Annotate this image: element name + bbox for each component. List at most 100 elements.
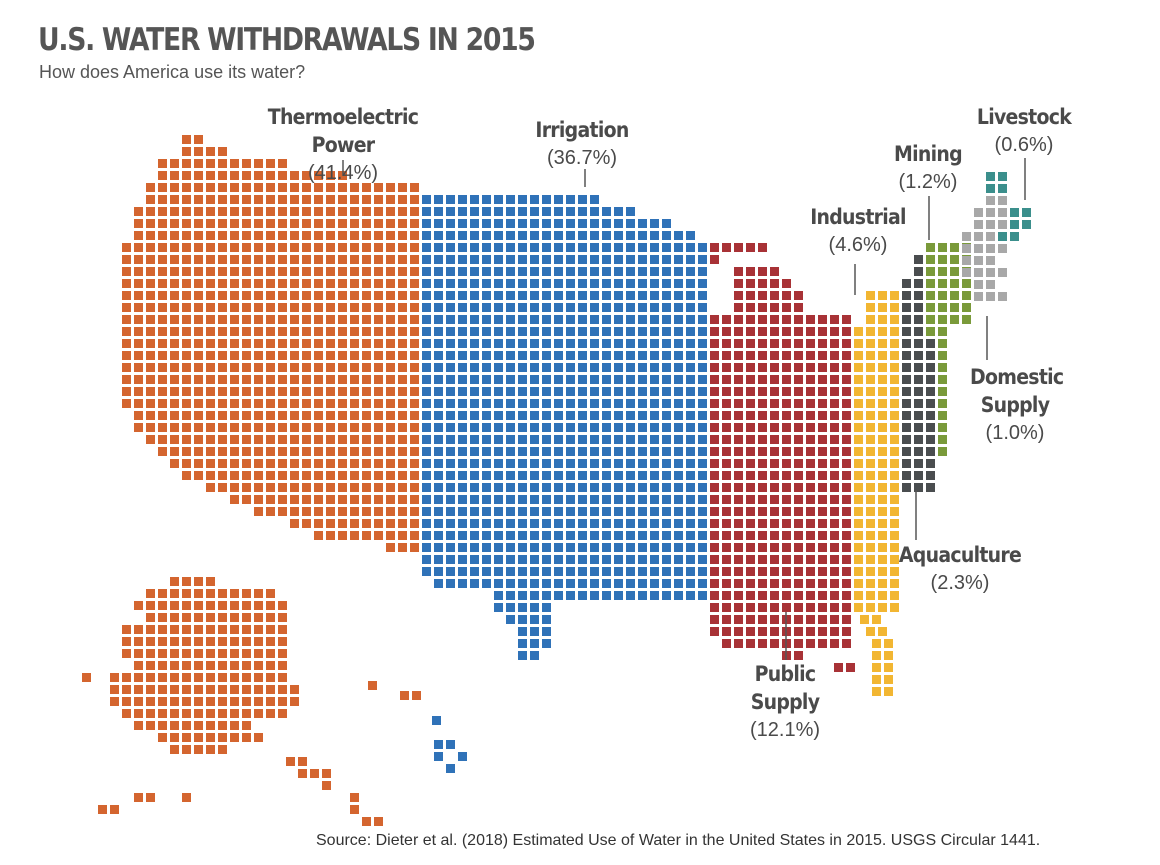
waffle-cell-thermoelectric-power xyxy=(134,255,143,264)
waffle-cell-irrigation xyxy=(662,591,671,600)
waffle-cell-irrigation xyxy=(494,603,503,612)
waffle-cell-thermoelectric-power xyxy=(182,375,191,384)
waffle-cell-thermoelectric-power xyxy=(386,387,395,396)
waffle-cell-public-supply xyxy=(842,459,851,468)
waffle-cell-thermoelectric-power xyxy=(146,363,155,372)
waffle-cell-thermoelectric-power xyxy=(170,375,179,384)
waffle-cell-thermoelectric-power xyxy=(368,681,377,690)
waffle-cell-irrigation xyxy=(662,219,671,228)
waffle-cell-industrial xyxy=(878,459,887,468)
waffle-cell-irrigation xyxy=(698,483,707,492)
waffle-cell-domestic-supply xyxy=(986,256,995,265)
waffle-cell-public-supply xyxy=(770,267,779,276)
waffle-cell-irrigation xyxy=(614,339,623,348)
waffle-cell-thermoelectric-power xyxy=(350,375,359,384)
waffle-cell-mining xyxy=(938,279,947,288)
waffle-cell-public-supply xyxy=(710,591,719,600)
waffle-cell-thermoelectric-power xyxy=(302,363,311,372)
waffle-cell-public-supply xyxy=(710,243,719,252)
waffle-cell-industrial xyxy=(884,639,893,648)
waffle-cell-thermoelectric-power xyxy=(218,303,227,312)
waffle-cell-industrial xyxy=(854,411,863,420)
waffle-cell-irrigation xyxy=(638,303,647,312)
waffle-cell-irrigation xyxy=(482,471,491,480)
waffle-cell-public-supply xyxy=(830,531,839,540)
waffle-cell-public-supply xyxy=(782,447,791,456)
waffle-cell-irrigation xyxy=(458,387,467,396)
waffle-cell-domestic-supply xyxy=(974,292,983,301)
waffle-cell-irrigation xyxy=(422,531,431,540)
waffle-cell-thermoelectric-power xyxy=(278,327,287,336)
waffle-cell-industrial xyxy=(890,519,899,528)
waffle-cell-irrigation xyxy=(542,375,551,384)
waffle-cell-irrigation xyxy=(458,339,467,348)
waffle-cell-public-supply xyxy=(818,375,827,384)
waffle-cell-irrigation xyxy=(542,303,551,312)
waffle-cell-thermoelectric-power xyxy=(410,315,419,324)
waffle-cell-irrigation xyxy=(542,531,551,540)
waffle-cell-mining xyxy=(926,291,935,300)
waffle-cell-irrigation xyxy=(422,399,431,408)
waffle-cell-irrigation xyxy=(434,435,443,444)
waffle-cell-irrigation xyxy=(434,243,443,252)
waffle-cell-industrial xyxy=(890,591,899,600)
waffle-cell-irrigation xyxy=(470,255,479,264)
waffle-cell-irrigation xyxy=(470,507,479,516)
label-domestic-supply: Domestic Supply (1.0%) xyxy=(955,363,1075,447)
waffle-cell-thermoelectric-power xyxy=(398,195,407,204)
waffle-cell-industrial xyxy=(866,351,875,360)
waffle-cell-thermoelectric-power xyxy=(182,339,191,348)
waffle-cell-thermoelectric-power xyxy=(206,159,215,168)
waffle-cell-irrigation xyxy=(458,507,467,516)
waffle-cell-public-supply xyxy=(830,507,839,516)
waffle-cell-thermoelectric-power xyxy=(338,243,347,252)
waffle-cell-industrial xyxy=(890,423,899,432)
waffle-cell-irrigation xyxy=(614,519,623,528)
waffle-cell-thermoelectric-power xyxy=(374,817,383,826)
waffle-cell-thermoelectric-power xyxy=(206,315,215,324)
waffle-cell-industrial xyxy=(878,627,887,636)
waffle-cell-irrigation xyxy=(506,423,515,432)
waffle-cell-thermoelectric-power xyxy=(242,495,251,504)
waffle-cell-irrigation xyxy=(482,291,491,300)
waffle-cell-thermoelectric-power xyxy=(158,625,167,634)
waffle-cell-thermoelectric-power xyxy=(218,625,227,634)
waffle-cell-thermoelectric-power xyxy=(206,459,215,468)
waffle-cell-public-supply xyxy=(758,615,767,624)
waffle-cell-thermoelectric-power xyxy=(326,507,335,516)
waffle-cell-thermoelectric-power xyxy=(350,399,359,408)
waffle-cell-irrigation xyxy=(626,567,635,576)
waffle-cell-thermoelectric-power xyxy=(230,483,239,492)
waffle-cell-irrigation xyxy=(662,243,671,252)
waffle-cell-thermoelectric-power xyxy=(218,423,227,432)
waffle-cell-thermoelectric-power xyxy=(386,279,395,288)
waffle-cell-thermoelectric-power xyxy=(374,447,383,456)
waffle-cell-thermoelectric-power xyxy=(386,423,395,432)
waffle-cell-thermoelectric-power xyxy=(314,531,323,540)
waffle-cell-thermoelectric-power xyxy=(386,243,395,252)
waffle-cell-public-supply xyxy=(806,507,815,516)
waffle-cell-thermoelectric-power xyxy=(290,411,299,420)
waffle-cell-irrigation xyxy=(482,483,491,492)
waffle-cell-thermoelectric-power xyxy=(350,471,359,480)
waffle-cell-public-supply xyxy=(722,519,731,528)
waffle-cell-irrigation xyxy=(506,327,515,336)
waffle-cell-thermoelectric-power xyxy=(374,495,383,504)
waffle-cell-thermoelectric-power xyxy=(158,661,167,670)
waffle-cell-irrigation xyxy=(494,447,503,456)
waffle-cell-thermoelectric-power xyxy=(242,375,251,384)
waffle-cell-public-supply xyxy=(710,627,719,636)
waffle-cell-thermoelectric-power xyxy=(230,291,239,300)
waffle-cell-aquaculture xyxy=(902,375,911,384)
waffle-cell-irrigation xyxy=(602,459,611,468)
waffle-cell-irrigation xyxy=(470,363,479,372)
waffle-cell-domestic-supply xyxy=(974,268,983,277)
waffle-cell-thermoelectric-power xyxy=(254,483,263,492)
waffle-cell-irrigation xyxy=(482,219,491,228)
waffle-cell-thermoelectric-power xyxy=(122,339,131,348)
waffle-cell-thermoelectric-power xyxy=(350,303,359,312)
waffle-cell-irrigation xyxy=(602,231,611,240)
waffle-cell-irrigation xyxy=(614,327,623,336)
waffle-cell-thermoelectric-power xyxy=(134,661,143,670)
waffle-cell-thermoelectric-power xyxy=(218,483,227,492)
